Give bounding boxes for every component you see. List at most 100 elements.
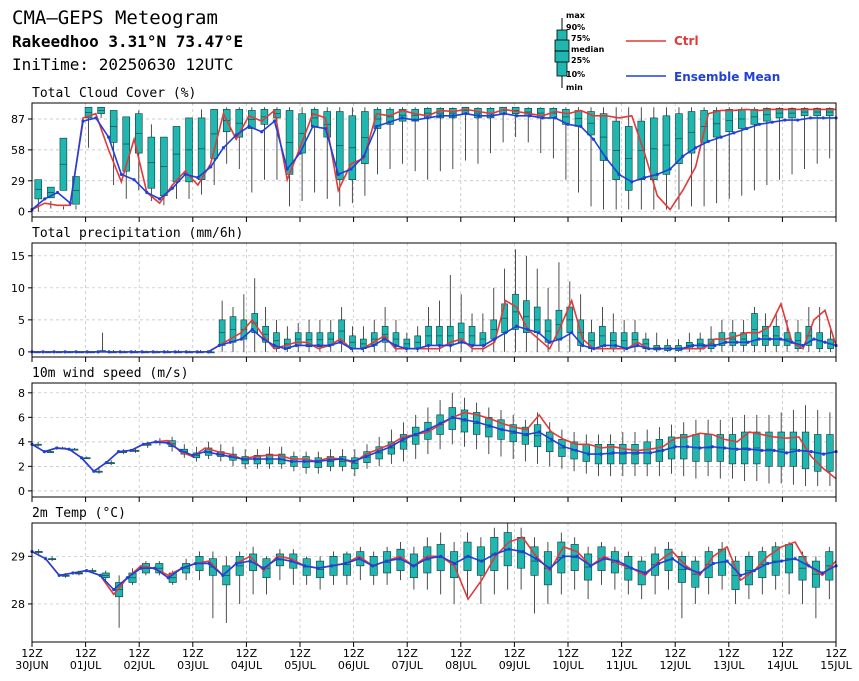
mean-line-3-point (221, 573, 225, 577)
mean-line-2-point (624, 451, 628, 455)
mean-line-3-point (602, 557, 606, 561)
mean-line-1-point (790, 340, 794, 344)
mean-line-1-point (779, 337, 783, 341)
x-tick-day: 14JUL (767, 659, 799, 672)
mean-line-0-point (247, 124, 251, 129)
mean-line-0-point (451, 114, 455, 118)
mean-line-2-point (772, 448, 776, 453)
mean-line-1-point (625, 347, 629, 351)
mean-line-0-point (642, 175, 647, 180)
x-tick-day: 05JUL (284, 659, 316, 672)
mean-line-0-point (489, 114, 494, 118)
mean-line-1-point (74, 350, 78, 354)
mean-line-3-point (98, 573, 102, 577)
mean-line-2-point (735, 447, 739, 451)
mean-line-2-point (747, 447, 752, 451)
legend-box-label-4: 25% (571, 56, 590, 65)
mean-line-2-point (129, 448, 133, 453)
mean-line-0-point (706, 139, 710, 143)
mean-line-1-point (371, 343, 376, 348)
mean-line-1-point (570, 331, 574, 335)
mean-line-3-point (316, 566, 320, 570)
mean-line-2 (31, 416, 837, 473)
mean-line-2-point (500, 427, 504, 432)
mean-line-1-point (129, 350, 133, 354)
mean-line-1-point (823, 340, 827, 344)
mean-line-1-point (658, 347, 662, 351)
y-tick-label: 8 (18, 387, 25, 400)
mean-line-3-point (779, 559, 784, 563)
mean-line-1-point (338, 340, 342, 344)
mean-line-2-point (104, 461, 108, 465)
mean-line-3-point (398, 557, 402, 561)
mean-line-1 (32, 325, 837, 353)
mean-line-2-point (92, 469, 96, 473)
mean-line-2-point (599, 452, 603, 456)
mean-line-2-point (661, 448, 665, 453)
mean-line-3-point (534, 557, 538, 561)
mean-line-1-point (107, 350, 111, 354)
ctrl-line-2 (31, 411, 837, 480)
mean-line-3-point (684, 566, 688, 570)
x-tick-day: 03JUL (177, 659, 209, 672)
mean-line-3-point (711, 561, 715, 566)
mean-line-0-point (540, 116, 545, 120)
mean-line-2-point (797, 448, 801, 453)
x-tick-hour: 12Z (450, 647, 472, 660)
mean-line-0-point (413, 118, 417, 122)
x-tick-hour: 12Z (21, 647, 43, 660)
mean-line-2-point (426, 427, 430, 432)
mean-line-2-point (648, 451, 653, 455)
y-tick-label: 2 (18, 460, 25, 473)
mean-line-0-point (655, 172, 659, 176)
mean-line-0-point (617, 172, 621, 176)
mean-line-2-point (277, 457, 281, 461)
mean-line-1-point (316, 343, 320, 348)
mean-line-1-point (360, 347, 365, 351)
mean-line-0-point (770, 120, 774, 124)
meteogram-title: CMA—GEPS Meteogram (12, 7, 218, 29)
mean-line-0-point (158, 197, 162, 201)
x-tick-day: 02JUL (123, 659, 155, 672)
mean-line-0-point (196, 175, 200, 180)
mean-line-3-point (616, 559, 620, 563)
mean-line-1-point (526, 327, 530, 332)
mean-line-1-point (393, 343, 398, 348)
location-label: Rakeedhoo 3.31°N 73.47°E (12, 32, 244, 51)
mean-line-2-point (475, 420, 479, 424)
mean-line-1-point (812, 337, 816, 341)
mean-line-2-point (698, 446, 702, 450)
mean-line-1-point (691, 343, 695, 348)
mean-line-1-point (228, 340, 232, 344)
x-tick-hour: 12Z (825, 647, 847, 660)
mean-line-0-point (566, 122, 570, 126)
x-tick-hour: 12Z (289, 647, 311, 660)
mean-line-1-point (294, 343, 298, 348)
header: CMA—GEPS Meteogram Rakeedhoo 3.31°N 73.4… (12, 6, 243, 76)
mean-line-0-point (94, 116, 98, 120)
mean-line-1-point (162, 350, 166, 354)
mean-line-1-point (272, 343, 276, 348)
mean-line-1-point (669, 347, 673, 351)
panel-frame-3 (31, 522, 837, 643)
mean-line-0-point (43, 197, 47, 201)
mean-line-0-point (145, 190, 149, 195)
mean-line-3-point (125, 576, 129, 580)
mean-line-0-point (591, 137, 596, 141)
mean-line-2-point (191, 453, 195, 457)
mean-line-1-point (503, 331, 508, 335)
mean-line-2-point (389, 445, 393, 449)
panel-title-0: Total Cloud Cover (%) (32, 86, 196, 101)
x-tick-hour: 12Z (396, 647, 418, 660)
x-tick-day: 04JUL (231, 659, 263, 672)
mean-line-2-point (549, 437, 554, 441)
x-tick-day: 15JUL (820, 659, 852, 672)
mean-line-0-point (438, 114, 442, 118)
mean-line-3-point (275, 557, 279, 561)
mean-line-0-point (221, 146, 226, 150)
mean-line-1-point (151, 350, 155, 354)
panel-title-3: 2m Temp (°C) (32, 506, 126, 521)
x-tick-hour: 12Z (75, 647, 97, 660)
mean-line-2-point (438, 421, 442, 426)
